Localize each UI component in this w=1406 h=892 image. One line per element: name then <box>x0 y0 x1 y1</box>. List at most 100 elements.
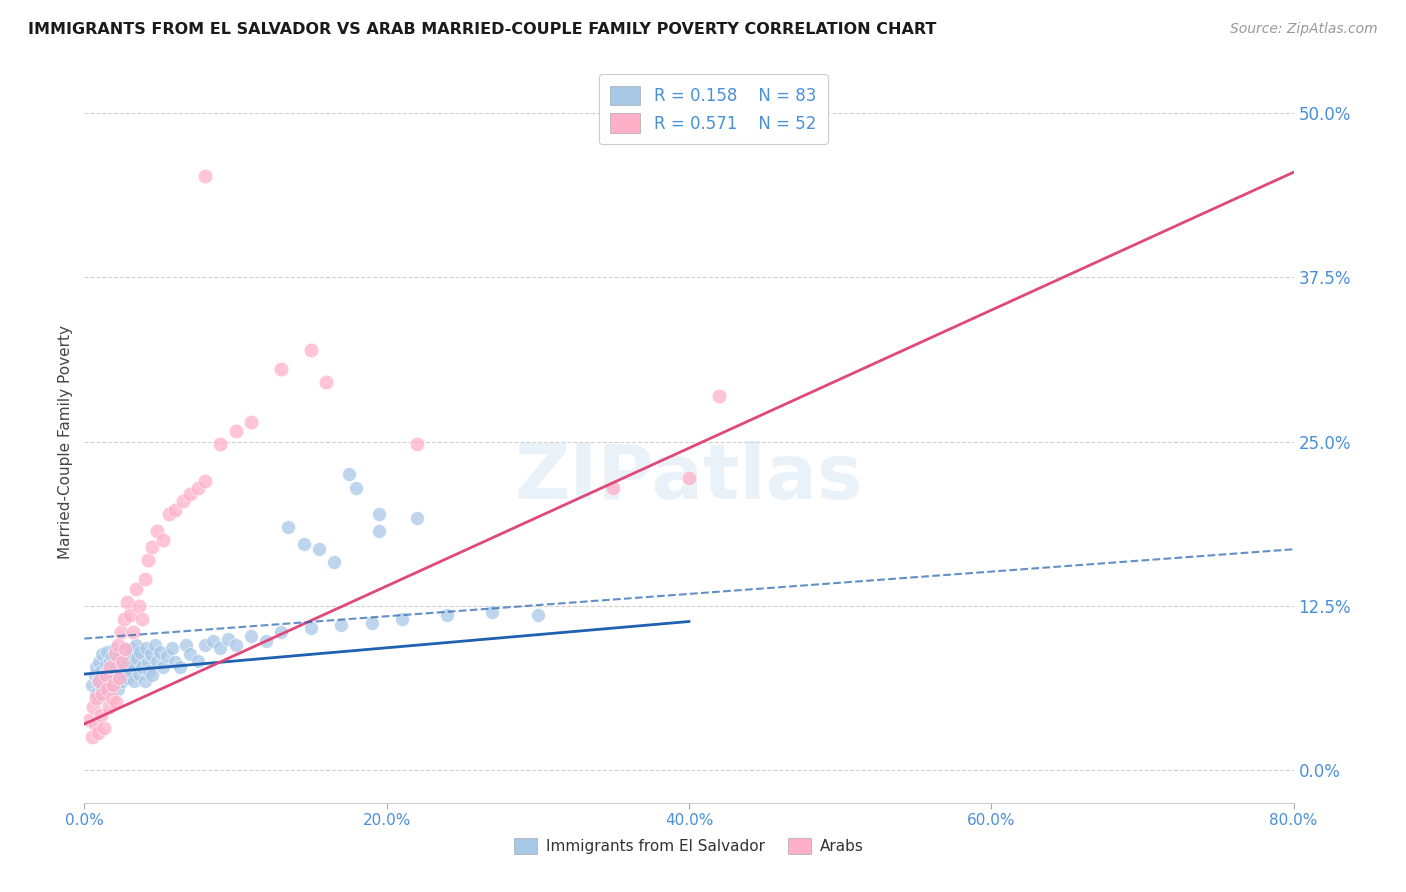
Point <box>179 648 201 662</box>
Point <box>128 599 150 613</box>
Point <box>108 671 131 685</box>
Point <box>391 612 413 626</box>
Point <box>117 671 139 685</box>
Point <box>138 665 160 679</box>
Point <box>90 665 112 679</box>
Point <box>86 660 108 674</box>
Point <box>337 467 360 482</box>
Point <box>239 629 262 643</box>
Point <box>141 668 163 682</box>
Point <box>93 671 115 685</box>
Point <box>277 520 299 534</box>
Point <box>80 677 103 691</box>
Point <box>134 573 156 587</box>
Point <box>120 642 142 657</box>
Y-axis label: Married-Couple Family Poverty: Married-Couple Family Poverty <box>58 325 73 558</box>
Point <box>87 673 110 688</box>
Point <box>90 707 112 722</box>
Point <box>112 612 135 626</box>
Point <box>118 665 141 679</box>
Point <box>292 537 315 551</box>
Point <box>187 654 209 668</box>
Point <box>104 660 127 674</box>
Point <box>194 169 217 184</box>
Point <box>112 640 135 655</box>
Point <box>105 695 128 709</box>
Point <box>209 437 232 451</box>
Text: IMMIGRANTS FROM EL SALVADOR VS ARAB MARRIED-COUPLE FAMILY POVERTY CORRELATION CH: IMMIGRANTS FROM EL SALVADOR VS ARAB MARR… <box>28 22 936 37</box>
Point <box>299 343 322 357</box>
Point <box>96 645 118 659</box>
Point <box>110 665 132 679</box>
Point <box>368 524 391 538</box>
Point <box>157 507 180 521</box>
Point <box>209 640 232 655</box>
Point <box>93 721 115 735</box>
Point <box>125 582 148 596</box>
Point <box>86 687 108 701</box>
Point <box>136 655 159 669</box>
Point <box>368 507 391 521</box>
Point <box>118 648 141 662</box>
Point <box>97 699 120 714</box>
Point <box>97 677 120 691</box>
Point <box>125 638 148 652</box>
Point <box>129 645 152 659</box>
Point <box>217 632 239 646</box>
Point <box>91 648 114 662</box>
Point <box>308 542 330 557</box>
Point <box>121 657 143 672</box>
Point <box>527 607 550 622</box>
Point <box>406 437 429 451</box>
Point <box>96 665 118 679</box>
Legend: Immigrants from El Salvador, Arabs: Immigrants from El Salvador, Arabs <box>508 832 870 860</box>
Point <box>108 645 131 659</box>
Point <box>299 621 322 635</box>
Point <box>89 655 111 669</box>
Point <box>98 667 121 681</box>
Point <box>201 634 224 648</box>
Point <box>315 376 337 390</box>
Point <box>194 638 217 652</box>
Point <box>89 690 111 705</box>
Point <box>101 677 124 691</box>
Point <box>330 618 353 632</box>
Point <box>145 638 167 652</box>
Point <box>77 713 100 727</box>
Point <box>146 524 169 538</box>
Point <box>118 607 141 622</box>
Point <box>115 595 138 609</box>
Point <box>84 717 107 731</box>
Point <box>270 362 292 376</box>
Point <box>107 638 129 652</box>
Point <box>82 699 104 714</box>
Point <box>104 648 127 662</box>
Point <box>114 642 136 657</box>
Point <box>172 493 194 508</box>
Point <box>678 471 700 485</box>
Point <box>136 553 159 567</box>
Point <box>165 503 187 517</box>
Point <box>110 625 132 640</box>
Point <box>174 638 197 652</box>
Point <box>360 615 382 630</box>
Point <box>152 660 174 674</box>
Point <box>481 605 503 619</box>
Point <box>101 673 124 688</box>
Point <box>436 607 458 622</box>
Point <box>135 640 157 655</box>
Point <box>84 668 107 682</box>
Point <box>141 540 163 554</box>
Point <box>406 510 429 524</box>
Point <box>602 481 624 495</box>
Point <box>111 655 134 669</box>
Point <box>152 533 174 547</box>
Point <box>239 415 262 429</box>
Point <box>121 625 143 640</box>
Text: ZIPatlas: ZIPatlas <box>515 441 863 515</box>
Point <box>225 638 247 652</box>
Text: Source: ZipAtlas.com: Source: ZipAtlas.com <box>1230 22 1378 37</box>
Point <box>131 660 153 674</box>
Point <box>254 634 277 648</box>
Point <box>94 668 117 682</box>
